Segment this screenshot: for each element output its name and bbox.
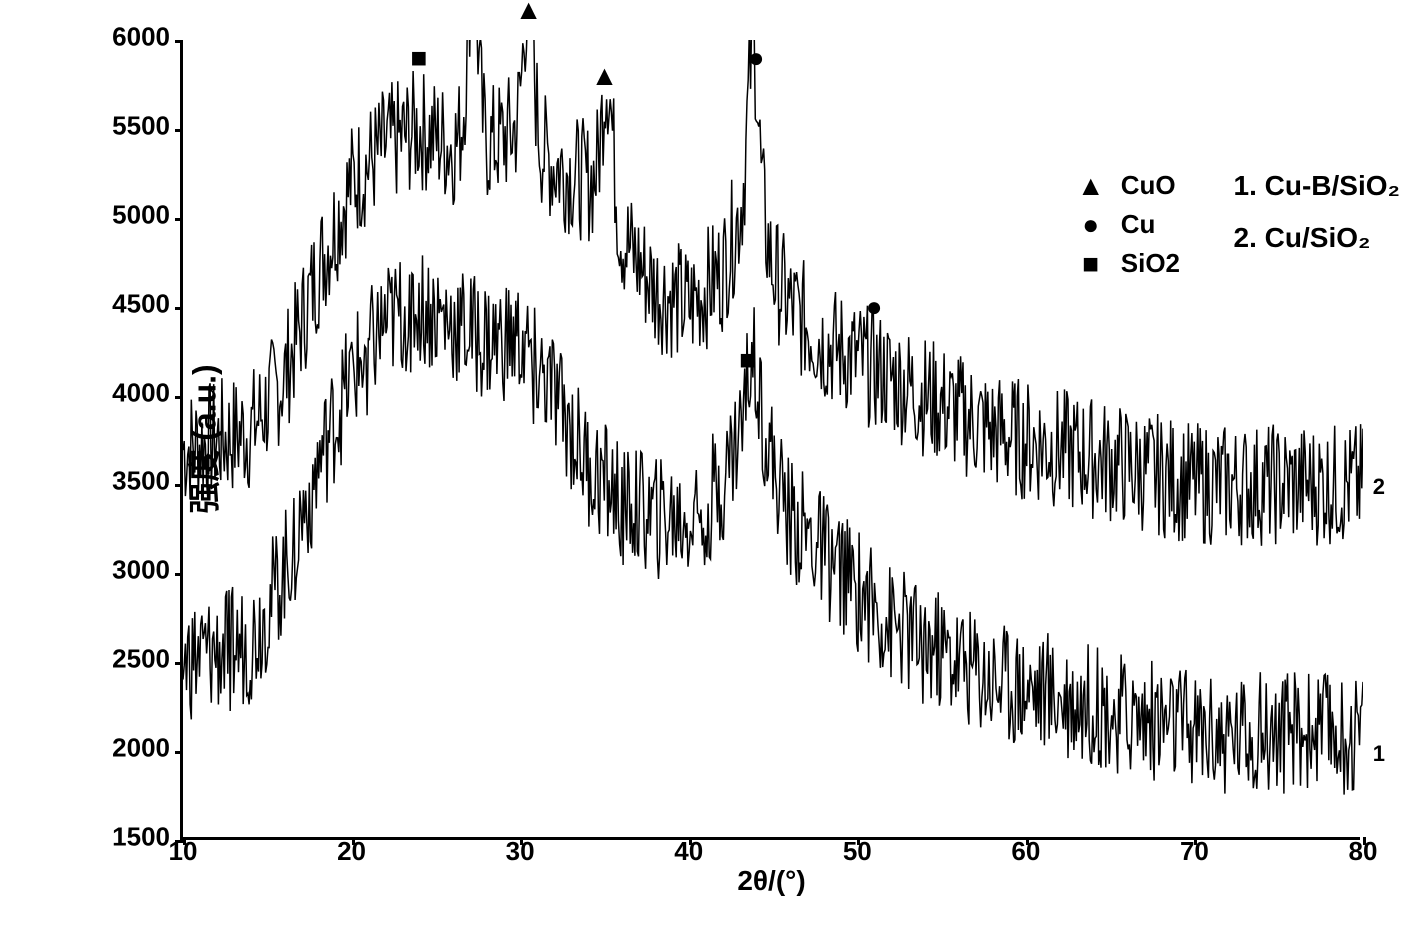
x-tick-label: 60 xyxy=(1011,836,1040,867)
circle-icon: ● xyxy=(1076,210,1106,240)
phase-legend: ▲ CuO ● Cu ■ SiO2 xyxy=(1076,170,1180,287)
xrd-curve-Cu-B/SiO2 xyxy=(183,255,1363,794)
x-tick-label: 10 xyxy=(169,836,198,867)
xrd-curves-svg xyxy=(183,40,1363,840)
peak-marker-circle: ● xyxy=(748,42,765,74)
sample-label: 1. Cu-B/SiO₂ xyxy=(1234,170,1400,202)
peak-marker-square: ■ xyxy=(739,344,756,376)
legend-label: CuO xyxy=(1121,170,1176,201)
y-tick-label: 2500 xyxy=(112,644,170,675)
peak-marker-triangle: ▲ xyxy=(515,0,543,26)
x-tick-label: 70 xyxy=(1180,836,1209,867)
y-tick-label: 5000 xyxy=(112,199,170,230)
y-axis-label: 强度 (a.u.) xyxy=(180,364,226,513)
curve-end-label: 2 xyxy=(1373,474,1385,500)
y-tick xyxy=(175,751,183,754)
y-tick-label: 4000 xyxy=(112,377,170,408)
y-tick-label: 6000 xyxy=(112,22,170,53)
y-tick-label: 3000 xyxy=(112,555,170,586)
sample-labels: 1. Cu-B/SiO₂ 2. Cu/SiO₂ xyxy=(1234,170,1400,274)
legend-item: ● Cu xyxy=(1076,209,1180,240)
y-tick-label: 3500 xyxy=(112,466,170,497)
y-tick xyxy=(175,307,183,310)
y-tick xyxy=(175,396,183,399)
y-tick xyxy=(175,40,183,43)
x-tick-label: 50 xyxy=(843,836,872,867)
y-tick xyxy=(175,662,183,665)
peak-marker-square: ■ xyxy=(411,42,428,74)
x-tick-label: 80 xyxy=(1349,836,1378,867)
y-tick xyxy=(175,129,183,132)
x-axis-label: 2θ/(°) xyxy=(737,865,805,897)
legend-label: Cu xyxy=(1121,209,1156,240)
xrd-chart: ▲ ▲ ■ ● ● ■ 强度 (a.u.) 2θ/(°) 1500 2000 2500 3000… xyxy=(100,20,1390,920)
y-tick xyxy=(175,218,183,221)
square-icon: ■ xyxy=(1076,249,1106,279)
legend-item: ▲ CuO xyxy=(1076,170,1180,201)
sample-label: 2. Cu/SiO₂ xyxy=(1234,222,1400,254)
curve-end-label: 1 xyxy=(1373,741,1385,767)
y-tick xyxy=(175,484,183,487)
y-tick-label: 4500 xyxy=(112,288,170,319)
plot-area: ▲▲■●●■ 强度 (a.u.) 2θ/(°) 1500200025003000… xyxy=(180,40,1360,840)
x-tick-label: 40 xyxy=(674,836,703,867)
x-tick-label: 30 xyxy=(506,836,535,867)
y-tick-label: 5500 xyxy=(112,110,170,141)
peak-marker-circle: ● xyxy=(866,291,883,323)
legend-item: ■ SiO2 xyxy=(1076,248,1180,279)
y-tick-label: 1500 xyxy=(112,822,170,853)
legend-label: SiO2 xyxy=(1121,248,1180,279)
triangle-icon: ▲ xyxy=(1076,171,1106,201)
y-tick xyxy=(175,573,183,576)
y-tick-label: 2000 xyxy=(112,733,170,764)
peak-marker-triangle: ▲ xyxy=(591,60,619,92)
x-tick-label: 20 xyxy=(337,836,366,867)
